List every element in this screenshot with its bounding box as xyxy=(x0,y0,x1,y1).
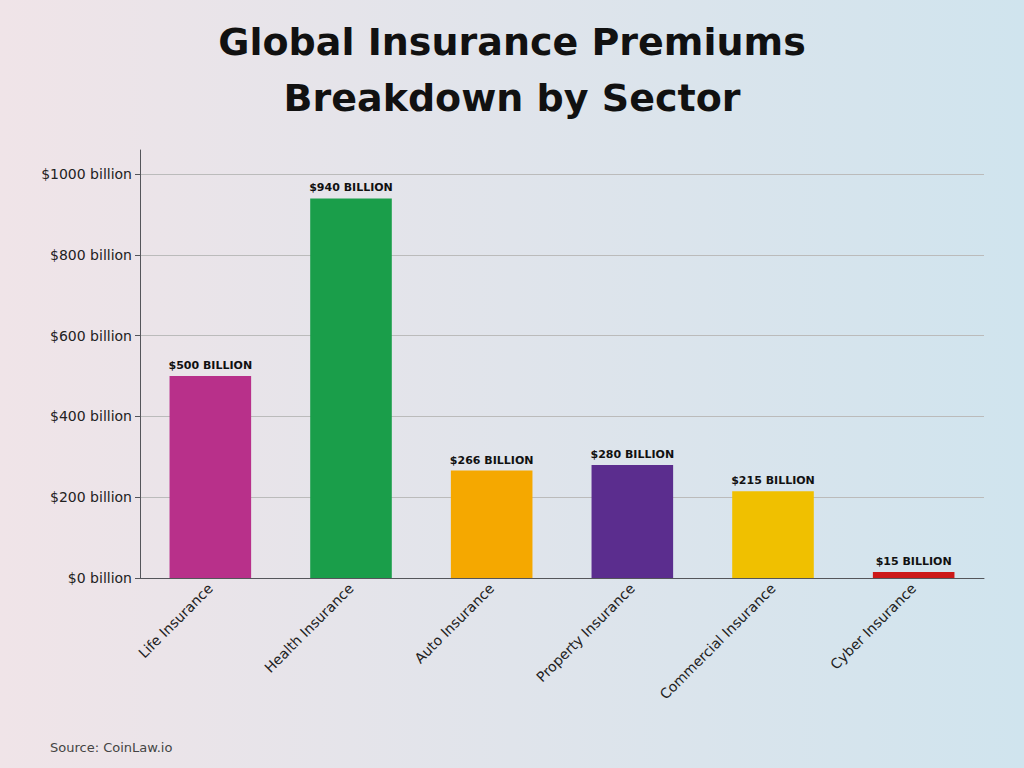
svg-text:$0 billion: $0 billion xyxy=(68,570,132,586)
svg-text:$15 BILLION: $15 BILLION xyxy=(876,555,952,568)
svg-text:Breakdown by Sector: Breakdown by Sector xyxy=(284,76,741,120)
svg-text:$200 billion: $200 billion xyxy=(50,489,132,505)
svg-text:Source: CoinLaw.io: Source: CoinLaw.io xyxy=(50,740,172,755)
svg-text:Commercial Insurance: Commercial Insurance xyxy=(657,580,779,702)
svg-text:Auto Insurance: Auto Insurance xyxy=(411,580,497,666)
svg-text:$1000 billion: $1000 billion xyxy=(41,166,132,182)
svg-text:$266 BILLION: $266 BILLION xyxy=(450,454,534,467)
svg-text:Cyber Insurance: Cyber Insurance xyxy=(827,580,919,672)
svg-text:Health Insurance: Health Insurance xyxy=(261,580,356,675)
svg-text:Life Insurance: Life Insurance xyxy=(135,580,216,661)
svg-text:$940 BILLION: $940 BILLION xyxy=(309,181,393,194)
svg-text:$400 billion: $400 billion xyxy=(50,408,132,424)
svg-text:$500 BILLION: $500 BILLION xyxy=(169,359,253,372)
svg-text:Global Insurance Premiums: Global Insurance Premiums xyxy=(218,20,806,64)
svg-text:$215 BILLION: $215 BILLION xyxy=(731,474,815,487)
svg-text:$600 billion: $600 billion xyxy=(50,328,132,344)
svg-text:Property Insurance: Property Insurance xyxy=(533,580,638,685)
svg-text:$280 BILLION: $280 BILLION xyxy=(591,448,675,461)
svg-text:$800 billion: $800 billion xyxy=(50,247,132,263)
